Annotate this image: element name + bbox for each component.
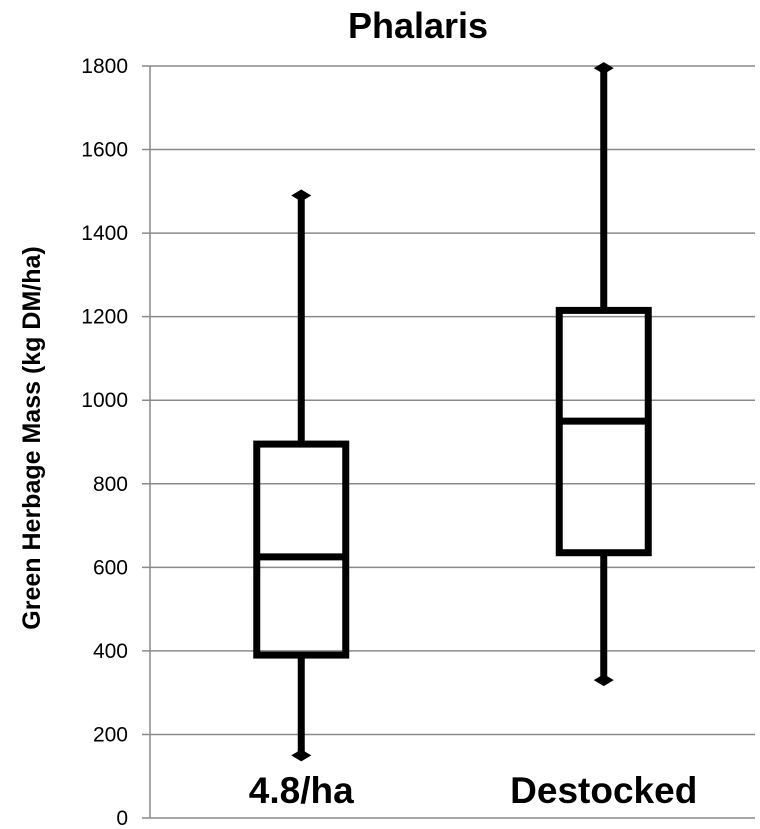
boxes	[253, 62, 652, 762]
y-axis-label: Green Herbage Mass (kg DM/ha)	[18, 246, 46, 629]
y-tick-labels: 0 200 400 600 800 1000 1200 1400 1600 1800	[81, 55, 128, 829]
box-1	[555, 62, 652, 687]
iqr-box	[555, 306, 652, 557]
y-tick-label: 1400	[81, 222, 128, 245]
max-marker	[593, 62, 614, 75]
category-labels: 4.8/ha Destocked	[249, 770, 698, 811]
y-tick-label: 1000	[81, 389, 128, 412]
min-marker	[291, 749, 312, 762]
y-tick-label: 1800	[81, 55, 128, 78]
category-label: Destocked	[510, 770, 697, 811]
max-marker	[291, 189, 312, 202]
iqr-box	[253, 440, 350, 659]
y-tick-label: 400	[93, 640, 128, 663]
chart-title: Phalaris	[348, 5, 488, 46]
y-tick-label: 1200	[81, 306, 128, 329]
box-0	[253, 189, 350, 762]
gridlines	[142, 65, 755, 819]
min-marker	[593, 674, 614, 687]
y-tick-label: 1600	[81, 139, 128, 162]
y-tick-label: 800	[93, 473, 128, 496]
y-tick-label: 200	[93, 723, 128, 746]
y-tick-label: 600	[93, 556, 128, 579]
y-tick-label: 0	[116, 807, 128, 829]
category-label: 4.8/ha	[249, 770, 354, 811]
